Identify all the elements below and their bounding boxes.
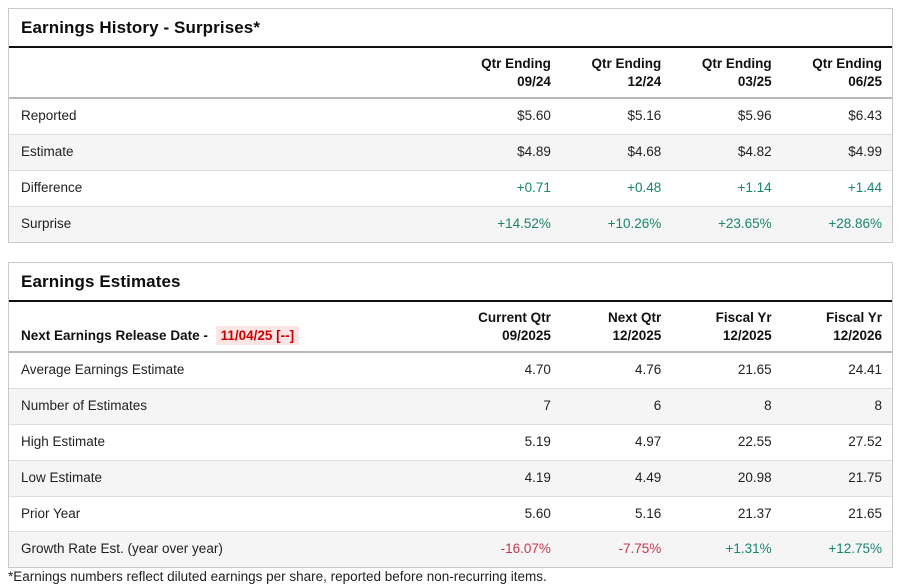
earnings-estimates-card: Earnings Estimates Next Earnings Release… (8, 262, 893, 569)
history-col-header: Qtr Ending 03/25 (671, 48, 782, 100)
table-row: Prior Year 5.60 5.16 21.37 21.65 (9, 495, 892, 532)
cell-value: $4.68 (560, 133, 672, 171)
estimates-col-header: Next Qtr 12/2025 (560, 302, 672, 354)
row-label: Average Earnings Estimate (21, 362, 185, 378)
earnings-footnote: *Earnings numbers reflect diluted earnin… (8, 569, 547, 584)
cell-value: +1.44 (781, 169, 892, 207)
estimates-col-header: Fiscal Yr 12/2025 (671, 302, 782, 354)
cell-value: +1.31% (671, 531, 782, 568)
cell-value: +12.75% (781, 531, 892, 568)
table-row: Number of Estimates 7 6 8 8 (9, 387, 892, 425)
cell-value: 5.19 (450, 423, 561, 461)
cell-value: 21.65 (737, 362, 772, 378)
row-label: Reported (21, 108, 77, 124)
table-row: Low Estimate 4.19 4.49 20.98 21.75 (9, 459, 892, 497)
cell-value: +10.26% (560, 205, 672, 242)
cell-value: $4.89 (450, 133, 561, 171)
cell-value: 24.41 (848, 362, 882, 378)
earnings-history-card: Earnings History - Surprises* Qtr Ending… (8, 8, 893, 243)
cell-value: 4.76 (634, 362, 662, 378)
cell-value: +28.86% (781, 205, 892, 242)
earnings-history-table: Qtr Ending 09/24 Qtr Ending 12/24 Qtr En… (9, 48, 892, 242)
next-earnings-release-label: Next Earnings Release Date - (21, 327, 212, 343)
table-row: Growth Rate Est. (year over year) -16.07… (9, 531, 892, 568)
table-row: Difference +0.71 +0.48 +1.14 +1.44 (9, 169, 892, 207)
row-label: Low Estimate (9, 459, 451, 497)
cell-value: 4.19 (450, 459, 561, 497)
cell-value: +14.52% (450, 205, 561, 242)
earnings-estimates-table: Next Earnings Release Date - 11/04/25 [-… (9, 302, 892, 568)
cell-value: -16.07% (450, 531, 561, 568)
cell-value: $5.16 (627, 108, 662, 124)
cell-value: 21.65 (781, 495, 892, 532)
row-label: Prior Year (9, 495, 451, 532)
cell-value: +0.71 (450, 169, 561, 207)
estimates-col-header: Current Qtr 09/2025 (450, 302, 561, 354)
cell-value: 4.70 (524, 362, 551, 378)
history-col-header: Qtr Ending 09/24 (450, 48, 561, 100)
table-row: Average Earnings Estimate 4.70 4.76 21.6… (9, 352, 892, 388)
history-col-header: Qtr Ending 06/25 (781, 48, 892, 100)
cell-value: 21.75 (781, 459, 892, 497)
next-earnings-release-date: 11/04/25 [--] (215, 325, 300, 345)
table-row: Reported $5.60 $5.16 $5.96 $6.43 (9, 98, 892, 134)
cell-value: 20.98 (671, 459, 782, 497)
table-row: Estimate $4.89 $4.68 $4.82 $4.99 (9, 133, 892, 171)
cell-value: +1.14 (671, 169, 782, 207)
row-label: Growth Rate Est. (year over year) (9, 531, 451, 568)
cell-value: 8 (781, 387, 892, 425)
cell-value: $5.60 (517, 108, 551, 124)
cell-value: 5.16 (560, 495, 672, 532)
cell-value: 21.37 (671, 495, 782, 532)
row-label: Difference (9, 169, 451, 207)
row-label: Estimate (9, 133, 451, 171)
cell-value: 6 (560, 387, 672, 425)
cell-value: $4.82 (671, 133, 782, 171)
cell-value: 7 (450, 387, 561, 425)
row-label: Surprise (9, 205, 451, 242)
cell-value: 22.55 (671, 423, 782, 461)
cell-value: +0.48 (560, 169, 672, 207)
cell-value: $5.96 (737, 108, 772, 124)
cell-value: 4.49 (560, 459, 672, 497)
estimates-header-row: Next Earnings Release Date - 11/04/25 [-… (9, 302, 892, 354)
history-col-header: Qtr Ending 12/24 (560, 48, 672, 100)
estimates-col-header: Fiscal Yr 12/2026 (781, 302, 892, 354)
cell-value: 27.52 (781, 423, 892, 461)
earnings-estimates-title: Earnings Estimates (9, 263, 892, 302)
next-earnings-release: Next Earnings Release Date - 11/04/25 [-… (9, 302, 451, 354)
table-row: High Estimate 5.19 4.97 22.55 27.52 (9, 423, 892, 461)
cell-value: $4.99 (781, 133, 892, 171)
cell-value: 5.60 (450, 495, 561, 532)
cell-value: 4.97 (560, 423, 672, 461)
table-row: Surprise +14.52% +10.26% +23.65% +28.86% (9, 205, 892, 242)
earnings-history-title: Earnings History - Surprises* (9, 9, 892, 48)
cell-value: $6.43 (848, 108, 882, 124)
cell-value: 8 (671, 387, 782, 425)
cell-value: +23.65% (671, 205, 782, 242)
row-label: High Estimate (9, 423, 451, 461)
row-label: Number of Estimates (9, 387, 451, 425)
cell-value: -7.75% (560, 531, 672, 568)
history-header-row: Qtr Ending 09/24 Qtr Ending 12/24 Qtr En… (9, 48, 892, 100)
history-header-spacer (9, 48, 451, 100)
